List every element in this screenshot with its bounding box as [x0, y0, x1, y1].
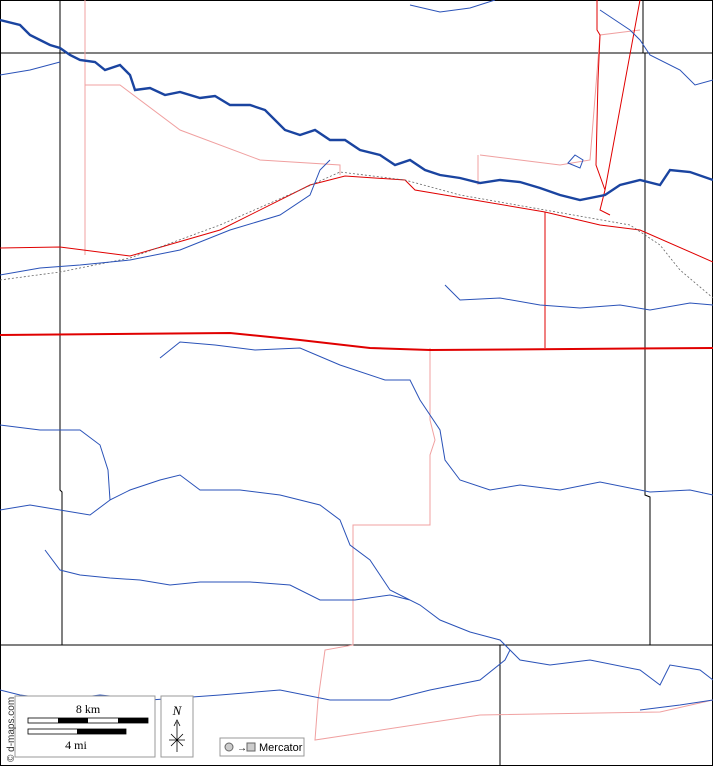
scale-box: 8 km 4 mi [14, 695, 156, 758]
plane-icon [246, 742, 256, 752]
mi-label: 4 mi [65, 738, 87, 752]
railway [0, 171, 713, 299]
main-road [0, 331, 713, 352]
scale-frame [14, 695, 156, 758]
minor-road [84, 0, 713, 741]
projection-frame [219, 737, 305, 757]
credit: © d-maps.com [6, 697, 17, 762]
projection-label: Mercator [259, 742, 303, 754]
north-arrow-box: N [160, 695, 194, 758]
mi-bar-fill [77, 729, 126, 734]
stream [0, 0, 713, 711]
road [0, 0, 713, 348]
lake [567, 154, 584, 169]
north-label: N [172, 703, 183, 718]
km-bar-fill [58, 718, 88, 723]
compass [169, 719, 185, 752]
km-bar-fill [118, 718, 148, 723]
km-label: 8 km [76, 702, 101, 716]
projection-box: → Mercator [219, 737, 305, 757]
globe-icon [224, 742, 234, 752]
river [0, 18, 713, 202]
arrow-icon: → [237, 743, 247, 754]
